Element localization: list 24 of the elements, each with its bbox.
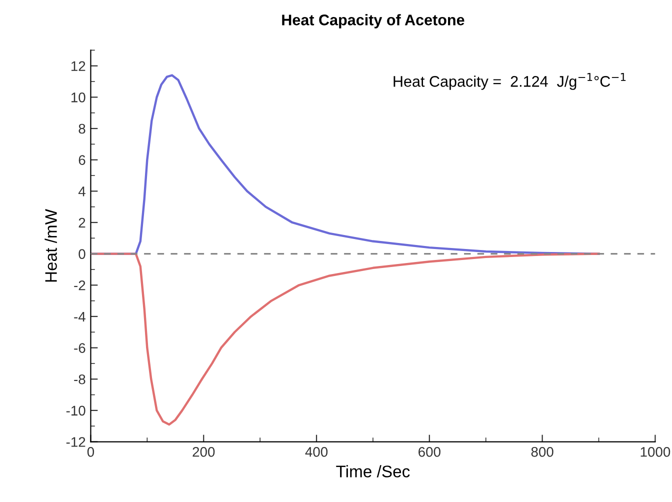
y-tick-label: 6 bbox=[78, 155, 86, 166]
x-axis-title: Time /Sec bbox=[336, 465, 410, 478]
y-tick-label: -4 bbox=[74, 312, 86, 322]
y-axis-title: Heat /mW bbox=[44, 208, 57, 282]
y-tick-label: -6 bbox=[74, 343, 86, 353]
annotation: Heat Capacity = 2.124 J/g$^{−1}$°C$^{−1}$ bbox=[394, 73, 626, 90]
y-tick-label: 12 bbox=[71, 61, 86, 71]
line-series bbox=[90, 252, 600, 426]
x-tick-label: 600 bbox=[418, 446, 440, 457]
x-tick-label: 400 bbox=[305, 446, 328, 457]
y-tick-label: 8 bbox=[78, 124, 86, 134]
y-tick-label: 2 bbox=[78, 218, 86, 228]
y-tick-label: -2 bbox=[74, 280, 86, 290]
x-tick-label: 200 bbox=[192, 446, 215, 457]
y-tick-label: -8 bbox=[74, 374, 86, 384]
y-tick-label: 4 bbox=[78, 186, 86, 196]
x-tick-label: 800 bbox=[531, 446, 554, 457]
y-tick-label: -12 bbox=[66, 437, 86, 447]
y-tick-label: 0 bbox=[78, 249, 86, 259]
y-tick-label: 10 bbox=[71, 92, 86, 102]
x-tick-label: 0 bbox=[87, 446, 94, 457]
y-tick-label: -10 bbox=[66, 406, 86, 416]
x-tick-label: 1000 bbox=[640, 446, 670, 457]
chart-title: Heat Capacity of Acetone bbox=[282, 14, 464, 28]
